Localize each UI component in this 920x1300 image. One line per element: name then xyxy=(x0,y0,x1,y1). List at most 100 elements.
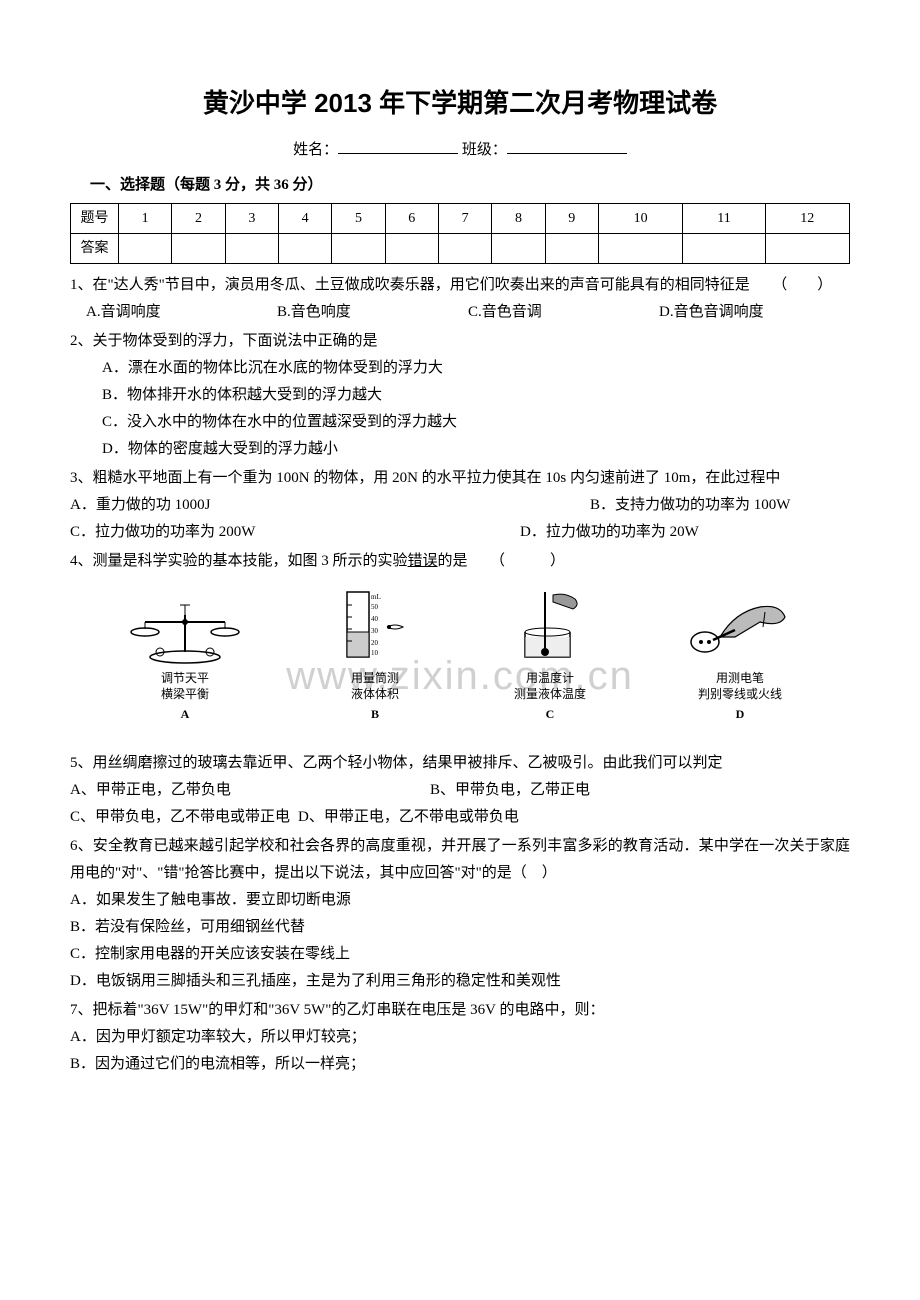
question-1: 1、在"达人秀"节目中，演员用冬瓜、土豆做成吹奏乐器，用它们吹奏出来的声音可能具… xyxy=(70,272,850,326)
q5-cd: C、甲带负电，乙不带电或带正电 D、甲带正电，乙不带电或带负电 xyxy=(70,804,850,831)
q4-text: 4、测量是科学实验的基本技能，如图 3 所示的实验错误的是 （ ） xyxy=(70,548,850,575)
q5-ab: A、甲带正电，乙带负电 B、甲带负电，乙带正电 xyxy=(70,777,850,804)
fig-b-label: B xyxy=(371,704,379,726)
q4-before: 4、测量是科学实验的基本技能，如图 3 所示的实验 xyxy=(70,553,408,569)
q1-b: B.音色响度 xyxy=(277,299,468,326)
q5-text: 5、用丝绸磨擦过的玻璃去靠近甲、乙两个轻小物体，结果甲被排斥、乙被吸引。由此我们… xyxy=(70,750,850,777)
ans-cell xyxy=(598,233,682,263)
num-cell: 3 xyxy=(225,203,278,233)
class-label: 班级： xyxy=(462,142,507,158)
fig-b-c1: 用量筒测 xyxy=(351,671,399,687)
table-row: 答案 xyxy=(71,233,850,263)
fig-c-c2: 测量液体温度 xyxy=(514,687,586,703)
q3-a: A．重力做的功 1000J xyxy=(70,492,210,519)
num-cell: 1 xyxy=(119,203,172,233)
fig-a-c1: 调节天平 xyxy=(161,671,209,687)
thermometer-icon xyxy=(505,587,595,667)
answer-table: 题号 1 2 3 4 5 6 7 8 9 10 11 12 答案 xyxy=(70,203,850,264)
q1-d: D.音色音调响度 xyxy=(659,299,850,326)
fig-a-label: A xyxy=(181,704,190,726)
fig-a-c2: 横梁平衡 xyxy=(161,687,209,703)
section-1-title: 一、选择题（每题 3 分，共 36 分） xyxy=(70,172,850,199)
num-cell: 5 xyxy=(332,203,385,233)
name-label: 姓名： xyxy=(293,142,338,158)
fig-c-c1: 用温度计 xyxy=(514,671,586,687)
class-blank xyxy=(507,139,627,154)
q7-text: 7、把标着"36V 15W"的甲灯和"36V 5W"的乙灯串联在电压是 36V … xyxy=(70,997,850,1024)
figure-a: 调节天平 横梁平衡 A xyxy=(125,597,245,726)
q6-d: D．电饭锅用三脚插头和三孔插座，主是为了利用三角形的稳定性和美观性 xyxy=(70,968,850,995)
fig-b-c2: 液体体积 xyxy=(351,687,399,703)
q7-a: A．因为甲灯额定功率较大，所以甲灯较亮； xyxy=(70,1024,850,1051)
question-4: 4、测量是科学实验的基本技能，如图 3 所示的实验错误的是 （ ） xyxy=(70,548,850,726)
svg-text:50: 50 xyxy=(371,603,379,611)
q5-d: D、甲带正电，乙不带电或带负电 xyxy=(298,804,519,831)
header-cell: 答案 xyxy=(71,233,119,263)
q3-text: 3、粗糙水平地面上有一个重为 100N 的物体，用 20N 的水平拉力使其在 1… xyxy=(70,465,850,492)
ans-cell xyxy=(385,233,438,263)
header-cell: 题号 xyxy=(71,203,119,233)
exam-title: 黄沙中学 2013 年下学期第二次月考物理试卷 xyxy=(70,80,850,127)
num-cell: 11 xyxy=(683,203,765,233)
q5-c: C、甲带负电，乙不带电或带正电 xyxy=(70,804,290,831)
name-blank xyxy=(338,139,458,154)
question-7: 7、把标着"36V 15W"的甲灯和"36V 5W"的乙灯串联在电压是 36V … xyxy=(70,997,850,1078)
header-info: 姓名： 班级： xyxy=(70,137,850,164)
num-cell: 4 xyxy=(278,203,331,233)
q1-text: 1、在"达人秀"节目中，演员用冬瓜、土豆做成吹奏乐器，用它们吹奏出来的声音可能具… xyxy=(70,272,850,299)
figures: 调节天平 横梁平衡 A mL 50 40 30 20 10 xyxy=(70,587,850,726)
question-2: 2、关于物体受到的浮力，下面说法中正确的是 A．漂在水面的物体比沉在水底的物体受… xyxy=(70,328,850,463)
content: 黄沙中学 2013 年下学期第二次月考物理试卷 姓名： 班级： 一、选择题（每题… xyxy=(70,80,850,1078)
fig-d-c1: 用测电笔 xyxy=(698,671,782,687)
num-cell: 10 xyxy=(598,203,682,233)
q6-a: A．如果发生了触电事故．要立即切断电源 xyxy=(70,887,850,914)
ans-cell xyxy=(683,233,765,263)
q6-c: C．控制家用电器的开关应该安装在零线上 xyxy=(70,941,850,968)
q2-d: D．物体的密度越大受到的浮力越小 xyxy=(70,436,850,463)
num-cell: 7 xyxy=(438,203,491,233)
q3-d: D．拉力做功的功率为 20W xyxy=(520,519,850,546)
question-3: 3、粗糙水平地面上有一个重为 100N 的物体，用 20N 的水平拉力使其在 1… xyxy=(70,465,850,546)
question-5: 5、用丝绸磨擦过的玻璃去靠近甲、乙两个轻小物体，结果甲被排斥、乙被吸引。由此我们… xyxy=(70,750,850,831)
svg-text:mL: mL xyxy=(371,593,381,601)
ans-cell xyxy=(765,233,849,263)
q3-c: C．拉力做功的功率为 200W xyxy=(70,519,255,546)
fig-d-label: D xyxy=(736,704,745,726)
q2-a: A．漂在水面的物体比沉在水底的物体受到的浮力大 xyxy=(70,355,850,382)
ans-cell xyxy=(172,233,225,263)
cylinder-icon: mL 50 40 30 20 10 xyxy=(335,587,415,667)
q3-cd: C．拉力做功的功率为 200W D．拉力做功的功率为 20W xyxy=(70,519,850,546)
test-pen-icon xyxy=(685,592,795,667)
q2-c: C．没入水中的物体在水中的位置越深受到的浮力越大 xyxy=(70,409,850,436)
q5-a: A、甲带正电，乙带负电 xyxy=(70,777,430,804)
ans-cell xyxy=(225,233,278,263)
svg-text:20: 20 xyxy=(371,639,379,647)
svg-text:10: 10 xyxy=(371,649,379,657)
fig-a-caption: 调节天平 横梁平衡 xyxy=(161,671,209,702)
num-cell: 6 xyxy=(385,203,438,233)
q2-b: B．物体排开水的体积越大受到的浮力越大 xyxy=(70,382,850,409)
balance-icon xyxy=(125,597,245,667)
ans-cell xyxy=(492,233,545,263)
question-6: 6、安全教育已越来越引起学校和社会各界的高度重视，并开展了一系列丰富多彩的教育活… xyxy=(70,833,850,995)
q3-ab: A．重力做的功 1000J B．支持力做功的功率为 100W xyxy=(70,492,850,519)
q1-c: C.音色音调 xyxy=(468,299,659,326)
ans-cell xyxy=(545,233,598,263)
fig-c-caption: 用温度计 测量液体温度 xyxy=(514,671,586,702)
num-cell: 9 xyxy=(545,203,598,233)
ans-cell xyxy=(278,233,331,263)
fig-d-c2: 判别零线或火线 xyxy=(698,687,782,703)
figure-b: mL 50 40 30 20 10 用量筒测 液体体积 B xyxy=(335,587,415,726)
fig-b-caption: 用量筒测 液体体积 xyxy=(351,671,399,702)
num-cell: 12 xyxy=(765,203,849,233)
q7-b: B．因为通过它们的电流相等，所以一样亮； xyxy=(70,1051,850,1078)
ans-cell xyxy=(119,233,172,263)
ans-cell xyxy=(438,233,491,263)
fig-d-caption: 用测电笔 判别零线或火线 xyxy=(698,671,782,702)
q1-a: A.音调响度 xyxy=(86,299,277,326)
q6-b: B．若没有保险丝，可用细钢丝代替 xyxy=(70,914,850,941)
q5-b: B、甲带负电，乙带正电 xyxy=(430,777,590,804)
table-row: 题号 1 2 3 4 5 6 7 8 9 10 11 12 xyxy=(71,203,850,233)
svg-text:30: 30 xyxy=(371,627,379,635)
q2-text: 2、关于物体受到的浮力，下面说法中正确的是 xyxy=(70,328,850,355)
